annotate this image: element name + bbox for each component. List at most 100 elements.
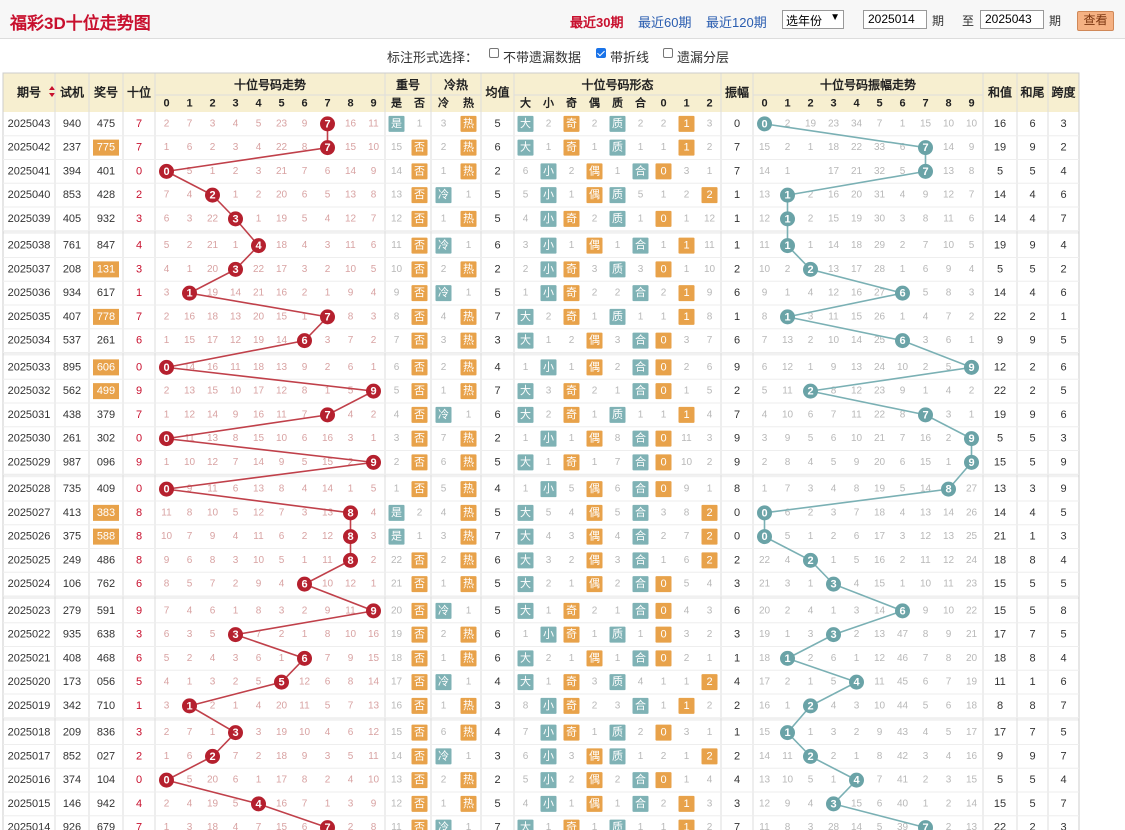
- missing-count: 1: [854, 653, 860, 664]
- amplitude-ball: 0: [757, 505, 772, 521]
- header-cell[interactable]: 期号: [17, 85, 41, 100]
- header-cell: 十位: [127, 85, 151, 100]
- avg-value: 5: [494, 118, 500, 130]
- big-tag-text: 大: [520, 603, 531, 617]
- missing-count: 1: [684, 677, 690, 688]
- amplitude-ball: 4: [849, 674, 864, 690]
- amplitude-ball-text: 0: [761, 118, 767, 130]
- odd-tag: 奇: [563, 210, 580, 227]
- sum-value: 19: [994, 142, 1006, 154]
- sort-up-icon[interactable]: [49, 86, 55, 90]
- miss-layer-checkbox[interactable]: [663, 48, 673, 58]
- miss-layer-label[interactable]: 遗漏分层: [677, 50, 730, 65]
- missing-count: 9: [348, 653, 354, 664]
- missing-count: 12: [230, 335, 242, 346]
- amplitude-ball: 4: [849, 772, 864, 788]
- missing-count: 11: [920, 555, 931, 566]
- header-sub: 奇: [566, 96, 577, 110]
- missing-count: 17: [207, 335, 219, 346]
- missing-count: 9: [854, 457, 860, 468]
- missing-count: 1: [785, 700, 791, 711]
- hot-tag-text: 热: [463, 553, 474, 566]
- missing-count: 3: [233, 555, 239, 566]
- recent-120-link[interactable]: 最近120期: [706, 15, 767, 30]
- cold-tag-text: 冷: [438, 675, 449, 688]
- to-period-input[interactable]: 2025043: [980, 10, 1044, 29]
- table-row: 2025022 935 638 3 6 3 17 7 5: [3, 629, 1079, 647]
- big-tag-text: 大: [520, 140, 531, 154]
- missing-count: 9: [923, 605, 929, 616]
- missing-count: 10: [943, 605, 955, 616]
- prize-number: 591: [97, 605, 115, 617]
- tens-ball: 3: [228, 627, 243, 643]
- issue-number: 2025037: [8, 263, 51, 275]
- tail-value: 7: [1029, 727, 1035, 739]
- tens-ball: 0: [159, 359, 174, 375]
- missing-count: 1: [808, 727, 814, 738]
- repeat-yes-tag-text: 是: [391, 530, 402, 543]
- prize-number: 836: [97, 727, 115, 739]
- amplitude-value: 2: [734, 750, 740, 762]
- with-line-label[interactable]: 带折线: [610, 50, 650, 65]
- prize-number: 588: [97, 531, 115, 543]
- small-tag: 小: [540, 163, 557, 180]
- repeat-no-tag-text: 否: [414, 385, 425, 397]
- year-select[interactable]: 选年份 ▼: [782, 10, 844, 29]
- composite-tag-text: 合: [635, 333, 646, 347]
- table-row: 2025043 940 475 7 5 0 16 6 3: [3, 118, 1079, 137]
- road-tag: 2: [701, 674, 718, 691]
- prize-number: 261: [97, 335, 115, 347]
- missing-count: 14: [943, 507, 955, 518]
- cold-tag-text: 冷: [438, 821, 449, 830]
- missing-count: 25: [966, 531, 978, 542]
- missing-count: 1: [615, 653, 621, 664]
- even-tag: 偶: [586, 332, 603, 349]
- even-tag-text: 偶: [589, 530, 600, 543]
- small-tag: 小: [540, 285, 557, 302]
- road-tag-text: 2: [706, 750, 712, 762]
- avg-value: 7: [494, 822, 500, 830]
- missing-count: 19: [276, 213, 288, 224]
- missing-count: 5: [808, 433, 814, 444]
- prime-tag: 质: [609, 308, 626, 325]
- missing-count: 1: [164, 457, 170, 468]
- header-digit: 6: [899, 98, 905, 110]
- composite-tag: 合: [632, 481, 649, 498]
- missing-count: 20: [759, 605, 771, 616]
- with-line-checkbox[interactable]: [596, 48, 606, 58]
- small-tag-text: 小: [543, 726, 554, 739]
- amplitude-ball-text: 6: [899, 288, 905, 300]
- repeat-no-tag-text: 否: [414, 240, 425, 252]
- no-missing-data-checkbox[interactable]: [489, 48, 499, 58]
- missing-count: 31: [874, 190, 886, 201]
- missing-count: 2: [592, 213, 598, 224]
- prize-number: 383: [97, 507, 115, 519]
- recent-30-link[interactable]: 最近30期: [570, 15, 624, 30]
- small-tag: 小: [540, 430, 557, 447]
- missing-count: 1: [592, 629, 598, 640]
- missing-count: 14: [230, 288, 242, 299]
- missing-count: 1: [546, 457, 552, 468]
- hot-tag-text: 热: [463, 432, 474, 445]
- missing-count: 15: [391, 142, 403, 153]
- query-button[interactable]: 查看: [1077, 11, 1114, 31]
- missing-count: 18: [391, 653, 403, 664]
- tens-ball-text: 3: [232, 727, 238, 739]
- even-tag: 偶: [586, 359, 603, 376]
- sort-down-icon[interactable]: [49, 93, 55, 97]
- even-tag: 偶: [586, 237, 603, 254]
- missing-count: 5: [371, 264, 377, 275]
- from-period-input[interactable]: 2025014: [863, 10, 927, 29]
- prize-number: 379: [97, 409, 115, 421]
- tens-digit: 6: [136, 578, 142, 590]
- no-missing-data-label[interactable]: 不带遗漏数据: [503, 50, 582, 65]
- missing-count: 2: [210, 700, 216, 711]
- missing-count: 4: [923, 311, 929, 322]
- missing-count: 1: [661, 677, 667, 688]
- recent-60-link[interactable]: 最近60期: [638, 15, 692, 30]
- small-tag-text: 小: [543, 286, 554, 299]
- shiji-number: 926: [63, 822, 81, 830]
- missing-count: 17: [253, 386, 265, 397]
- missing-count: 2: [164, 118, 170, 129]
- missing-count: 14: [322, 484, 334, 495]
